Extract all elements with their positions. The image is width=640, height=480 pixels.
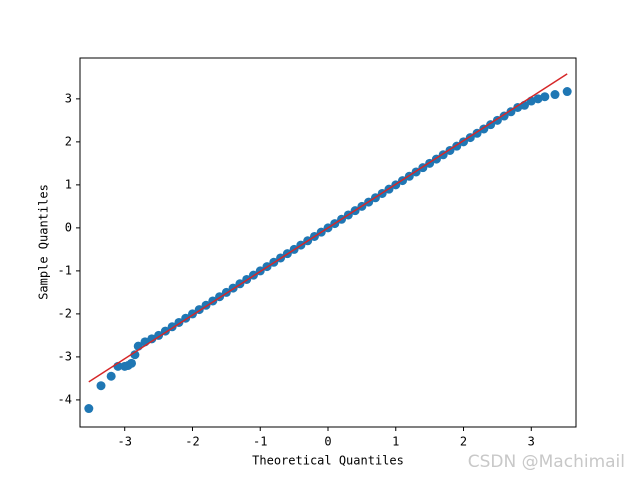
x-tick-label: 0 <box>324 435 331 449</box>
y-tick-label: 3 <box>65 91 72 105</box>
point <box>106 371 116 381</box>
point <box>130 350 140 360</box>
x-axis-label: Theoretical Quantiles <box>252 454 404 468</box>
x-tick-label: 1 <box>392 435 399 449</box>
y-tick-label: -4 <box>58 392 72 406</box>
y-tick-label: -3 <box>58 349 72 363</box>
y-tick-label: 1 <box>65 177 72 191</box>
y-tick-label: -1 <box>58 263 72 277</box>
y-tick-label: 2 <box>65 134 72 148</box>
plot-frame <box>79 57 577 428</box>
point <box>147 334 157 344</box>
x-tick-label: -1 <box>253 435 267 449</box>
point <box>562 87 572 97</box>
point <box>126 358 136 368</box>
point <box>550 90 560 100</box>
reference-line <box>88 73 568 383</box>
point <box>96 381 106 391</box>
y-tick-label: -2 <box>58 306 72 320</box>
point <box>533 94 543 104</box>
point <box>513 102 523 112</box>
y-axis-label: Sample Quantiles <box>37 184 51 300</box>
x-tick-label: -3 <box>117 435 131 449</box>
point <box>540 92 550 102</box>
y-tick-label: 0 <box>65 220 72 234</box>
watermark: CSDN @Machimail <box>468 452 625 472</box>
x-tick-label: -2 <box>185 435 199 449</box>
point <box>84 404 94 414</box>
x-tick-label: 2 <box>460 435 467 449</box>
x-tick-label: 3 <box>528 435 535 449</box>
